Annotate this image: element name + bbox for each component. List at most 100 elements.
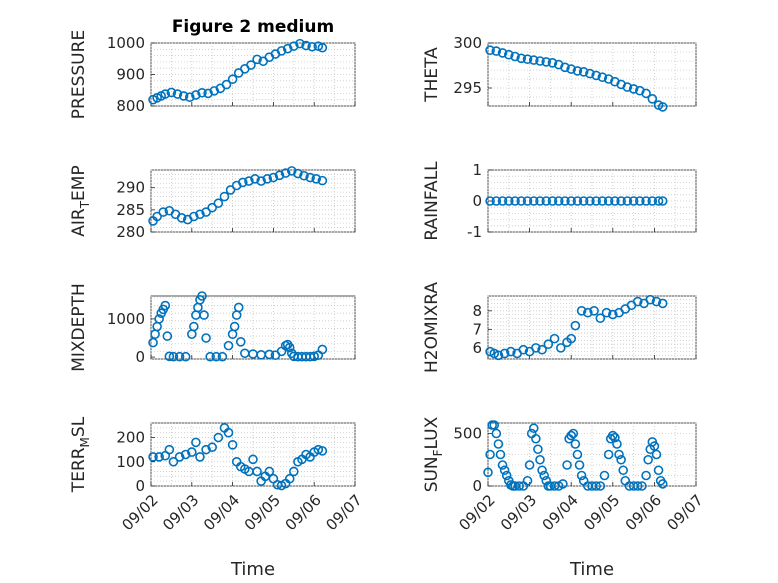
data-point — [637, 481, 647, 491]
data-point — [217, 351, 228, 362]
data-point — [632, 481, 643, 491]
data-point — [516, 196, 527, 206]
y-axis-label: TERRMSL — [69, 416, 92, 493]
chart-title: Figure 2 medium — [172, 17, 334, 37]
data-point — [614, 449, 624, 460]
xtick-label: 09/05 — [580, 491, 623, 534]
xtick-label: 09/04 — [200, 491, 243, 534]
ytick-label: 280 — [116, 223, 145, 241]
data-point — [203, 88, 213, 99]
data-point — [558, 479, 568, 489]
data-point — [148, 452, 158, 462]
data-point — [503, 49, 514, 60]
data-point — [622, 196, 633, 206]
data-point — [657, 479, 668, 489]
y-axis-label: THETA — [422, 47, 442, 103]
data-point — [578, 67, 589, 77]
data-point — [191, 437, 201, 448]
data-point — [207, 442, 217, 453]
data-point — [531, 433, 541, 444]
data-point — [522, 54, 533, 65]
data-point — [653, 465, 664, 476]
y-axis-label-rest: LUX — [422, 416, 442, 449]
xtick-label: 09/02 — [118, 491, 161, 534]
data-point — [223, 340, 234, 351]
data-point — [591, 70, 601, 81]
y-axis-label-rest: SL — [69, 416, 89, 437]
data-point — [535, 454, 545, 465]
ytick-label: 800 — [116, 97, 145, 115]
xtick-label: 09/07 — [663, 491, 706, 534]
data-point — [576, 306, 587, 316]
data-point — [223, 427, 234, 438]
data-point — [568, 428, 579, 439]
data-point — [632, 296, 643, 307]
data-point — [221, 79, 232, 90]
xtick-label: 09/02 — [455, 491, 498, 534]
data-point — [176, 213, 187, 223]
ytick-label: 290 — [116, 179, 145, 197]
data-point — [189, 321, 199, 332]
data-point — [305, 172, 315, 183]
data-point — [533, 444, 543, 455]
data-point — [572, 196, 583, 206]
data-point — [205, 351, 215, 362]
data-point — [522, 196, 533, 206]
data-point — [293, 168, 303, 179]
data-point — [541, 196, 552, 206]
series-theta — [485, 45, 668, 112]
data-point — [549, 333, 560, 344]
ytick-label: 0 — [472, 477, 482, 495]
data-point — [566, 430, 577, 441]
data-point — [516, 53, 527, 64]
data-point — [250, 174, 260, 184]
x-axis-label: Time — [569, 559, 614, 580]
data-point — [635, 196, 645, 206]
data-point — [651, 449, 662, 460]
axes-rainfall: -1 0 1 RAINFALL — [422, 161, 697, 241]
data-point — [264, 466, 275, 477]
data-point — [622, 82, 633, 92]
data-point — [201, 444, 211, 455]
data-point — [313, 444, 324, 455]
data-point — [601, 307, 612, 318]
data-point — [566, 64, 577, 74]
data-point — [166, 87, 177, 98]
y-axis-label: MIXDEPTH — [69, 283, 89, 372]
xtick-label: 09/06 — [622, 491, 665, 534]
data-point — [570, 320, 581, 331]
data-point — [209, 86, 220, 96]
data-point — [180, 351, 191, 362]
data-point — [309, 351, 320, 362]
ytick-label: 7 — [472, 320, 482, 338]
data-point — [518, 344, 529, 355]
data-point — [591, 481, 601, 491]
y-axis-label: SUNFLUX — [422, 416, 445, 492]
ytick-label: 1000 — [107, 34, 145, 52]
data-point — [531, 343, 541, 353]
data-point — [172, 89, 183, 99]
data-point — [317, 344, 328, 355]
data-point — [514, 481, 525, 491]
data-point — [184, 92, 195, 102]
data-point — [282, 43, 293, 54]
data-point — [485, 45, 495, 56]
y-axis-label: H2OMIXRA — [422, 282, 442, 373]
data-point — [535, 196, 545, 206]
data-point — [248, 454, 258, 465]
data-point — [657, 102, 668, 112]
y-axis-label: AIRTEMP — [69, 165, 92, 236]
data-point — [641, 88, 651, 99]
data-point — [578, 196, 589, 206]
data-point — [197, 291, 207, 301]
data-point — [288, 41, 299, 51]
data-point — [213, 432, 224, 443]
data-point — [178, 91, 189, 101]
data-point — [589, 306, 599, 316]
data-point — [317, 42, 328, 53]
data-point — [195, 209, 205, 220]
data-point — [657, 196, 668, 206]
y-axis-label-subscript: F — [431, 449, 445, 456]
